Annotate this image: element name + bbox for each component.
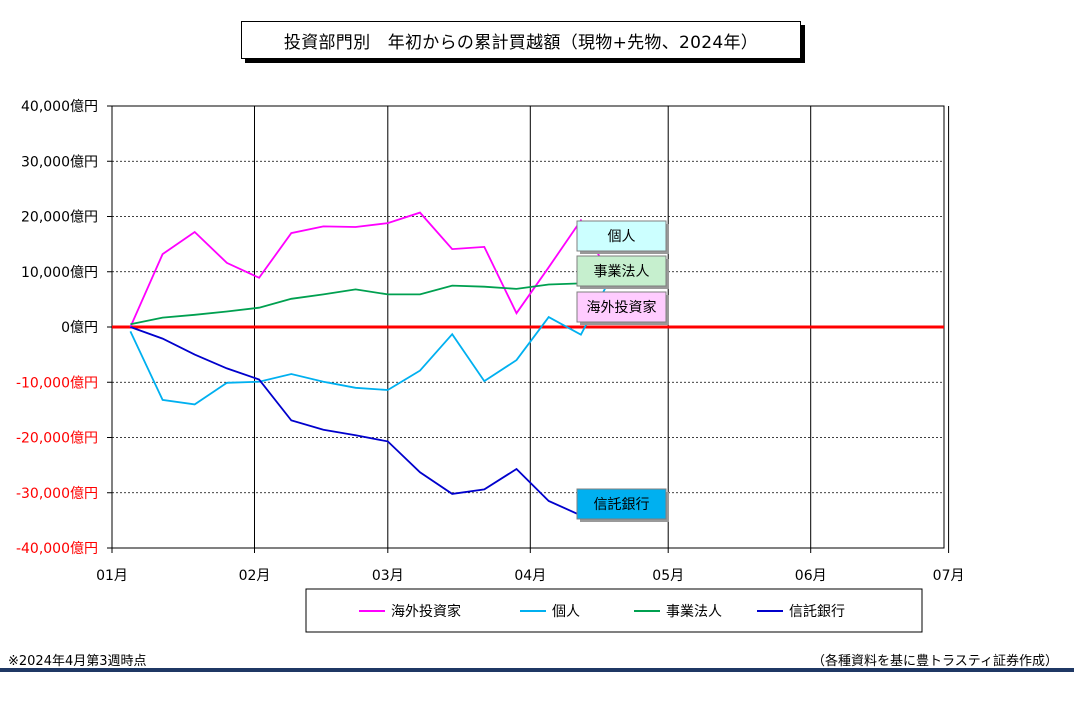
y-tick-label: 0億円 <box>61 320 98 336</box>
date-note: ※2024年4月第3週時点 <box>8 654 147 669</box>
legend-box <box>305 588 923 633</box>
y-tick-label: -20,000億円 <box>16 431 98 447</box>
x-tick-label: 06月 <box>795 568 827 584</box>
callout-box <box>576 291 667 323</box>
x-tick-label: 02月 <box>239 568 271 584</box>
legend: 海外投資家 個人 事業法人 信託銀行 <box>305 588 923 633</box>
y-tick-label: -40,000億円 <box>16 541 98 557</box>
callout-label: 個人 <box>608 229 636 245</box>
callout-box <box>576 488 667 520</box>
y-tick-label: 30,000億円 <box>21 154 98 170</box>
x-tick-label: 01月 <box>96 568 128 584</box>
legend-label: 事業法人 <box>666 604 722 620</box>
legend-label: 個人 <box>552 604 580 620</box>
callout-label: 信託銀行 <box>594 497 650 513</box>
legend-label: 海外投資家 <box>391 603 461 620</box>
x-tick-label: 04月 <box>514 568 546 584</box>
x-tick-label: 05月 <box>652 568 684 584</box>
source-note: （各種資料を基に豊トラスティ証券作成） <box>812 654 1058 669</box>
y-tick-label: 20,000億円 <box>21 210 98 226</box>
y-tick-label: 10,000億円 <box>21 265 98 281</box>
footer-bar <box>0 668 1074 672</box>
callout-label: 事業法人 <box>594 264 650 280</box>
callout-box <box>576 255 667 287</box>
y-tick-label: -10,000億円 <box>16 375 98 391</box>
chart-title: 投資部門別 年初からの累計買越額（現物+先物、2024年） <box>241 21 801 59</box>
x-tick-label: 03月 <box>372 568 404 584</box>
y-tick-label: 40,000億円 <box>21 99 98 115</box>
axis-layer: 40,000億円 30,000億円 20,000億円 10,000億円 0億円 -10,0… <box>16 99 965 584</box>
grid-layer <box>111 105 950 549</box>
x-tick-label: 07月 <box>933 568 965 584</box>
callout-label: 海外投資家 <box>587 299 657 316</box>
callout-box <box>576 220 667 252</box>
legend-label: 信託銀行 <box>789 604 845 620</box>
series-line <box>130 326 614 517</box>
series-line <box>129 211 614 328</box>
y-tick-label: -30,000億円 <box>16 486 98 502</box>
series-line <box>129 272 614 406</box>
series-layer <box>129 211 614 517</box>
series-line <box>130 278 614 326</box>
